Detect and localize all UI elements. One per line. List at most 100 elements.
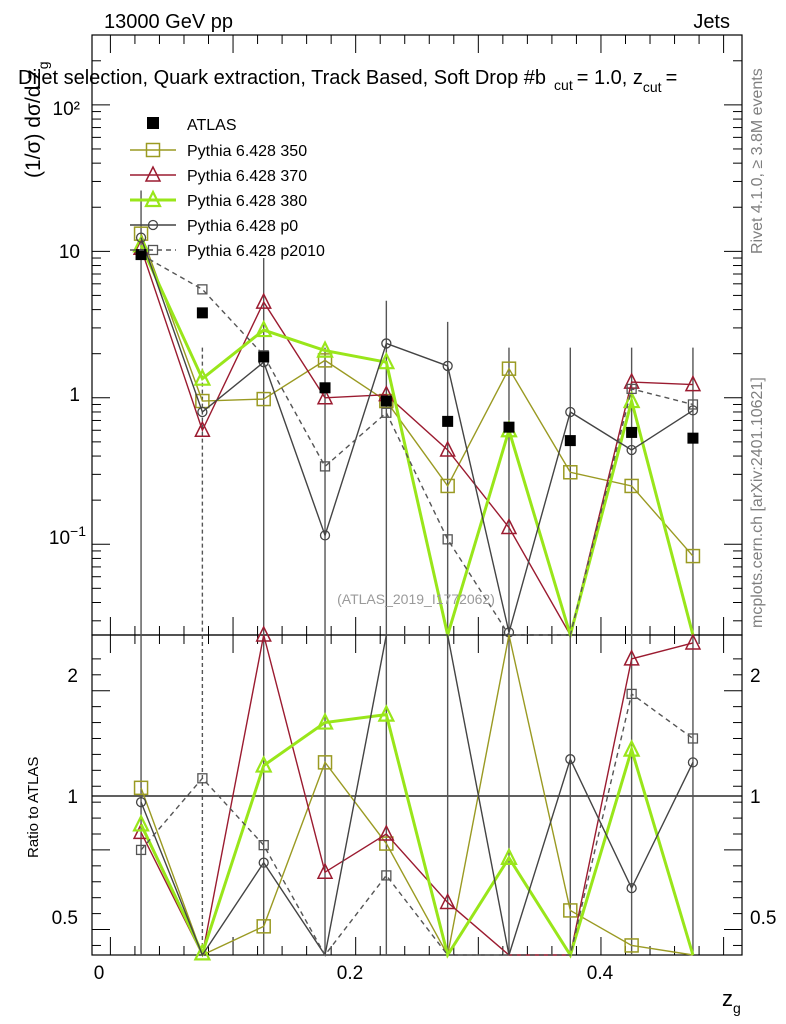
plot-title: Dijet selection, Quark extraction, Track… — [18, 67, 677, 95]
plot-title-main: Dijet selection, Quark extraction, Track… — [18, 67, 546, 89]
ratio-tick-label-0p5-left: 0.5 — [52, 908, 78, 929]
ratio-series-point-0 — [317, 755, 333, 770]
legend-marker-3 — [147, 219, 159, 231]
ratio-tick-label-1-left: 1 — [67, 787, 78, 808]
legend-marker-2 — [144, 189, 162, 208]
main-series-point-3 — [626, 444, 637, 456]
ratio-series-point-2 — [193, 942, 212, 961]
ratio-series-point-1 — [316, 862, 334, 879]
ratio-series-point-3 — [626, 882, 637, 894]
main-series-point-1 — [255, 292, 272, 309]
main-series-point-2 — [254, 319, 273, 338]
ratio-series-point-4 — [197, 773, 208, 784]
legend-label-3: Pythia 6.428 p0 — [187, 218, 298, 235]
main-series-point-2 — [377, 351, 396, 370]
ratio-series-point-0 — [256, 919, 271, 934]
legend-marker-4 — [147, 244, 159, 256]
main-series-point-4 — [319, 461, 331, 472]
ratio-series-line-2 — [139, 712, 695, 959]
ratio-series-line-3 — [140, 634, 694, 957]
y-axis-title: (1/σ) dσ/d zg — [22, 61, 51, 178]
atlas-data-point — [380, 395, 392, 407]
ratio-series-point-4 — [381, 870, 392, 881]
ratio-series-point-2 — [622, 739, 641, 757]
main-series-line-4 — [140, 253, 694, 636]
main-series-point-2 — [316, 340, 334, 358]
ratio-series-point-0 — [133, 780, 149, 796]
main-series-point-4 — [626, 383, 637, 395]
main-series-point-1 — [500, 517, 518, 535]
legend-label-2: Pythia 6.428 380 — [187, 193, 307, 210]
mcplots-label: mcplots.cern.ch [arXiv:2401.10621] — [749, 377, 766, 628]
plot-title-cut: cut — [643, 79, 662, 95]
main-series-point-1 — [439, 440, 456, 457]
ratio-series-point-0 — [563, 903, 578, 918]
ratio-tick-label-1-right: 1 — [750, 787, 761, 808]
x-tick-label-0p4: 0.4 — [587, 963, 614, 984]
legend-marker-0 — [145, 142, 161, 158]
ratio-axis-ticks — [92, 635, 742, 955]
ratio-series-point-2 — [316, 712, 334, 730]
main-series-point-4 — [381, 407, 392, 418]
rivet-version-label: Rivet 4.1.0, ≥ 3.8M events — [749, 68, 766, 254]
main-series-point-0 — [624, 478, 639, 494]
x-tick-label-0p2: 0.2 — [337, 963, 363, 984]
main-series-point-2 — [193, 368, 212, 386]
main-series-point-4 — [197, 284, 208, 295]
x-tick-label-0: 0 — [94, 963, 105, 984]
main-series-point-4 — [687, 399, 699, 410]
ratio-series-point-1 — [378, 824, 395, 841]
main-series-line-2 — [139, 244, 695, 641]
ratio-series-point-3 — [687, 757, 699, 768]
main-series-point-3 — [565, 406, 576, 418]
main-series-point-1 — [684, 374, 702, 392]
main-series-point-1 — [316, 388, 334, 405]
ratio-series-point-2 — [254, 755, 273, 773]
atlas-data-point — [258, 351, 270, 363]
ratio-series-point-3 — [565, 754, 576, 765]
legend-marker-1 — [144, 165, 162, 182]
y-axis-title-sub: g — [35, 61, 51, 69]
plot-title-sub-q: cut — [554, 77, 573, 93]
y-axis-title-main: (1/σ) dσ/d z — [22, 69, 45, 178]
ratio-series-line-0 — [140, 634, 694, 958]
legend-marker-atlas — [147, 117, 159, 129]
main-series-line-0 — [140, 233, 694, 557]
main-series-point-3 — [687, 405, 699, 416]
ratio-series-point-4 — [258, 839, 269, 851]
main-series-point-0 — [685, 548, 701, 564]
ratio-series-line-1 — [140, 634, 694, 958]
ratio-series-point-1 — [684, 633, 702, 650]
legend-label-atlas: ATLAS — [187, 117, 237, 134]
atlas-data-point — [687, 432, 699, 444]
ratio-series-line-4 — [140, 692, 694, 957]
legend-label-4: Pythia 6.428 p2010 — [187, 243, 325, 260]
y-tick-label-1: 1 — [69, 385, 80, 406]
ratio-tick-label-2-right: 2 — [750, 666, 761, 687]
y-tick-label-0p1-exp: −1 — [70, 523, 86, 539]
main-data-points — [135, 249, 699, 447]
ratio-series-point-2 — [377, 704, 396, 722]
ratio-plot — [92, 625, 742, 961]
atlas-data-point — [135, 249, 147, 261]
main-series-point-0 — [317, 353, 333, 368]
x-axis-title: zg — [722, 986, 741, 1016]
main-series-line-3 — [140, 237, 694, 633]
atlas-data-point — [442, 415, 454, 427]
y-tick-label-100: 10² — [53, 99, 80, 120]
ratio-series-point-0 — [379, 836, 394, 851]
main-series-group — [132, 190, 702, 641]
main-plot — [92, 34, 742, 641]
main-series-point-2 — [622, 390, 641, 409]
atlas-data-point — [626, 426, 638, 438]
legend-series-list: Pythia 6.428 350 Pythia 6.428 370 Pythia 6… — [130, 142, 325, 260]
header-energy-label: 13000 GeV pp — [104, 11, 233, 33]
ratio-series-point-2 — [132, 813, 150, 832]
main-series-point-4 — [442, 534, 453, 545]
atlas-data-point — [319, 382, 331, 394]
main-series-point-3 — [442, 360, 453, 372]
ratio-series-point-2 — [500, 847, 518, 865]
main-series-point-3 — [381, 338, 392, 349]
